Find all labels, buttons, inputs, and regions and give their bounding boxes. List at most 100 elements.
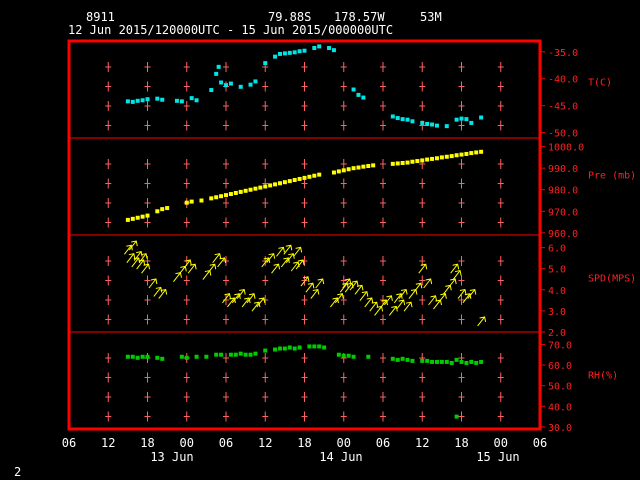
- data-point: [160, 356, 165, 361]
- data-point: [444, 124, 449, 129]
- x-tick-label: 06: [62, 436, 76, 450]
- data-point: [145, 213, 150, 218]
- data-point: [155, 96, 160, 101]
- x-tick-label: 18: [140, 436, 154, 450]
- wind-arrow: [138, 253, 148, 264]
- data-point: [317, 172, 322, 177]
- data-point: [459, 152, 464, 157]
- wind-arrow: [300, 276, 310, 287]
- wind-arrow: [477, 316, 487, 327]
- wind-arrow: [241, 297, 251, 308]
- data-point: [464, 117, 469, 122]
- wind-arrow: [271, 263, 281, 274]
- data-point: [469, 359, 474, 364]
- wind-arrow: [126, 253, 136, 264]
- x-tick-label: 06: [376, 436, 390, 450]
- wind-arrow: [334, 293, 344, 304]
- data-point: [189, 199, 194, 204]
- data-point: [361, 164, 366, 169]
- data-point: [464, 151, 469, 156]
- x-tick-label: 12: [258, 436, 272, 450]
- data-point: [322, 345, 327, 350]
- data-point: [233, 352, 238, 357]
- data-point: [253, 186, 258, 191]
- data-point: [248, 82, 253, 87]
- wind-arrow: [227, 297, 236, 308]
- wind-arrow: [393, 293, 403, 304]
- wind-arrow: [359, 291, 369, 301]
- data-point: [307, 344, 312, 349]
- wind-arrow: [396, 299, 406, 310]
- y-tick-label: 2.0: [548, 328, 566, 339]
- x-tick-label: 00: [494, 436, 508, 450]
- data-point: [336, 352, 341, 357]
- data-point: [400, 356, 405, 361]
- data-point: [297, 345, 302, 350]
- data-point: [258, 185, 263, 190]
- x-date-label: 13 Jun: [150, 450, 193, 464]
- data-point: [238, 189, 243, 194]
- data-point: [248, 352, 253, 357]
- data-point: [273, 182, 278, 187]
- data-point: [410, 119, 415, 124]
- data-point: [395, 116, 400, 121]
- data-point: [331, 170, 336, 175]
- y-tick-label: 980.0: [548, 186, 578, 197]
- data-point: [405, 357, 410, 362]
- data-point: [253, 351, 258, 356]
- data-point: [273, 54, 278, 59]
- wind-arrow: [266, 253, 276, 264]
- y-tick-label: -45.0: [548, 102, 578, 113]
- data-point: [292, 346, 297, 351]
- data-point: [282, 180, 287, 185]
- data-point: [287, 179, 292, 184]
- station-elevation: 53M: [420, 10, 442, 24]
- data-point: [405, 160, 410, 165]
- wind-arrow: [457, 288, 467, 299]
- wind-arrow: [246, 293, 256, 304]
- data-point: [439, 155, 444, 160]
- y-tick-label: 50.0: [548, 382, 572, 393]
- data-point: [434, 123, 439, 128]
- data-point: [454, 117, 459, 122]
- wind-arrow: [177, 265, 187, 276]
- data-point: [253, 79, 258, 84]
- data-point: [140, 354, 145, 359]
- data-point: [430, 122, 435, 127]
- data-point: [371, 163, 376, 168]
- y-tick-label: 5.0: [548, 265, 566, 276]
- wind-arrow: [202, 269, 212, 280]
- panel-title: SPD(MPS): [588, 274, 636, 285]
- wind-arrow: [293, 246, 303, 257]
- data-point: [277, 181, 282, 186]
- data-point: [135, 98, 140, 103]
- x-tick-label: 18: [454, 436, 468, 450]
- wind-arrow: [418, 263, 428, 274]
- data-point: [204, 354, 209, 359]
- station-longitude: 178.57W: [334, 10, 385, 24]
- data-point: [415, 159, 420, 164]
- data-point: [243, 188, 248, 193]
- y-tick-label: -50.0: [548, 129, 578, 140]
- data-point: [469, 120, 474, 125]
- data-point: [341, 168, 346, 173]
- x-tick-label: 06: [219, 436, 233, 450]
- wind-arrow: [374, 305, 384, 316]
- data-point: [282, 51, 287, 56]
- data-point: [459, 116, 464, 121]
- data-point: [194, 98, 199, 103]
- data-point: [425, 121, 430, 126]
- y-tick-label: 1000.0: [548, 143, 584, 154]
- data-point: [356, 92, 361, 97]
- data-point: [179, 99, 184, 104]
- data-point: [130, 354, 135, 359]
- wind-arrow: [212, 253, 222, 264]
- wind-arrow: [342, 278, 352, 289]
- data-point: [395, 161, 400, 166]
- page-number: 2: [14, 465, 22, 479]
- y-tick-label: 3.0: [548, 307, 566, 318]
- data-point: [449, 360, 454, 365]
- data-point: [312, 46, 317, 51]
- y-tick-label: 30.0: [548, 423, 572, 434]
